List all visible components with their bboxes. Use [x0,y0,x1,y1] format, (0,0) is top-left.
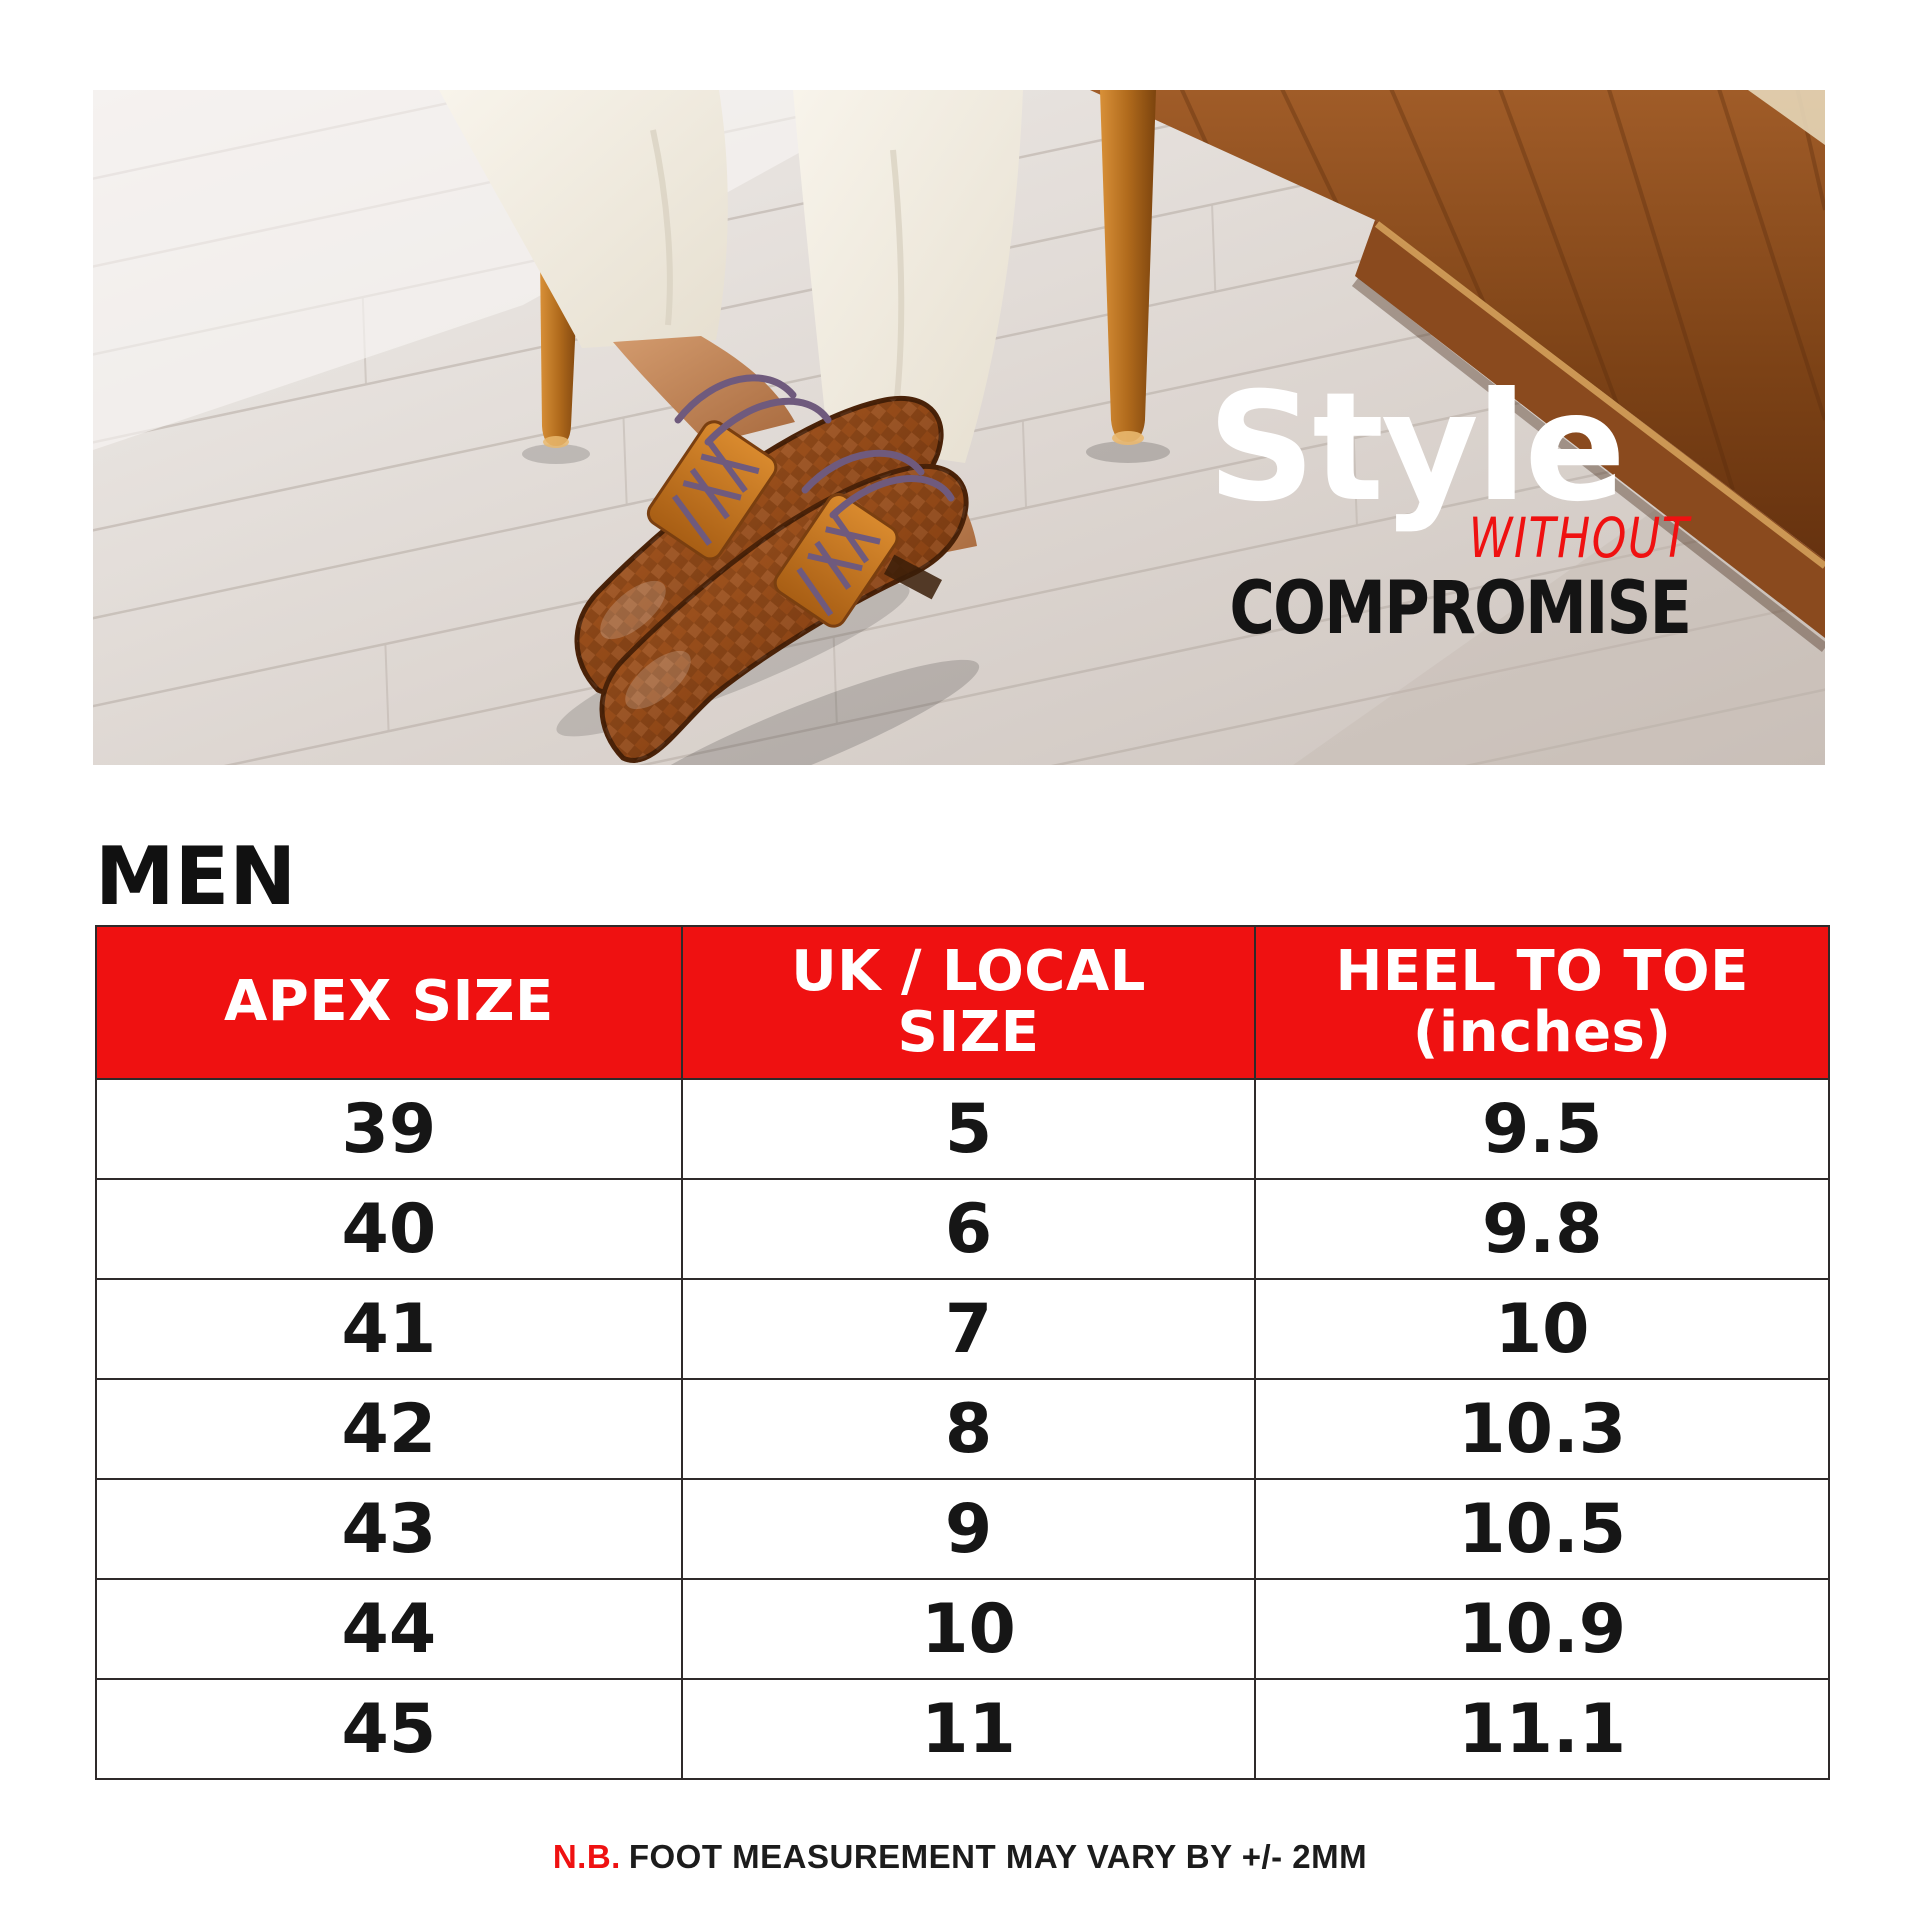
white-trousers [439,90,1023,463]
col-header-apex-size: APEX SIZE [95,925,683,1080]
men-size-table: APEX SIZE UK / LOCAL SIZE HEEL TO TOE (i… [95,925,1830,1780]
section-title-men: MEN [95,830,297,923]
table-row: 39 5 9.5 [95,1078,1830,1180]
cell-apex-size: 45 [95,1678,683,1780]
cell-uk-local-size: 9 [680,1478,1257,1580]
footnote-text: FOOT MEASUREMENT MAY VARY BY +/- 2MM [628,1838,1368,1875]
table-header-row: APEX SIZE UK / LOCAL SIZE HEEL TO TOE (i… [95,925,1830,1080]
table-row: 40 6 9.8 [95,1178,1830,1280]
cell-heel-to-toe: 9.5 [1254,1078,1830,1180]
cell-uk-local-size: 6 [680,1178,1257,1280]
hero-photo: Style WITHOUT COMPROMISE [93,90,1825,765]
table-row: 45 11 11.1 [95,1678,1830,1780]
footnote: N.B. FOOT MEASUREMENT MAY VARY BY +/- 2MM [0,1838,1920,1876]
hero-illustration [93,90,1825,765]
shoe-shadow [616,659,980,765]
cell-apex-size: 43 [95,1478,683,1580]
cell-uk-local-size: 7 [680,1278,1257,1380]
cell-apex-size: 39 [95,1078,683,1180]
footnote-nb-prefix: N.B. [552,1838,621,1875]
cell-uk-local-size: 8 [680,1378,1257,1480]
col-header-uk-local-size: UK / LOCAL SIZE [680,925,1257,1080]
cell-apex-size: 42 [95,1378,683,1480]
cell-uk-local-size: 11 [680,1678,1257,1780]
tagline-without: WITHOUT [1468,506,1690,570]
table-row: 43 9 10.5 [95,1478,1830,1580]
cell-apex-size: 41 [95,1278,683,1380]
table-row: 42 8 10.3 [95,1378,1830,1480]
cell-heel-to-toe: 10.9 [1254,1578,1830,1680]
table-row: 44 10 10.9 [95,1578,1830,1680]
cell-heel-to-toe: 10 [1254,1278,1830,1380]
cell-uk-local-size: 5 [680,1078,1257,1180]
cell-uk-local-size: 10 [680,1578,1257,1680]
cell-heel-to-toe: 10.5 [1254,1478,1830,1580]
tagline-style: Style [1207,361,1626,535]
cell-heel-to-toe: 11.1 [1254,1678,1830,1780]
cell-apex-size: 40 [95,1178,683,1280]
right-oxford-shoe [599,449,969,763]
hero-tagline: Style WITHOUT COMPROMISE [1148,361,1692,651]
tagline-compromise: COMPROMISE [1229,566,1692,651]
col-header-heel-to-toe: HEEL TO TOE (inches) [1254,925,1830,1080]
cell-apex-size: 44 [95,1578,683,1680]
wooden-cabinet [1090,90,1825,652]
cell-heel-to-toe: 9.8 [1254,1178,1830,1280]
cell-heel-to-toe: 10.3 [1254,1378,1830,1480]
table-row: 41 7 10 [95,1278,1830,1380]
